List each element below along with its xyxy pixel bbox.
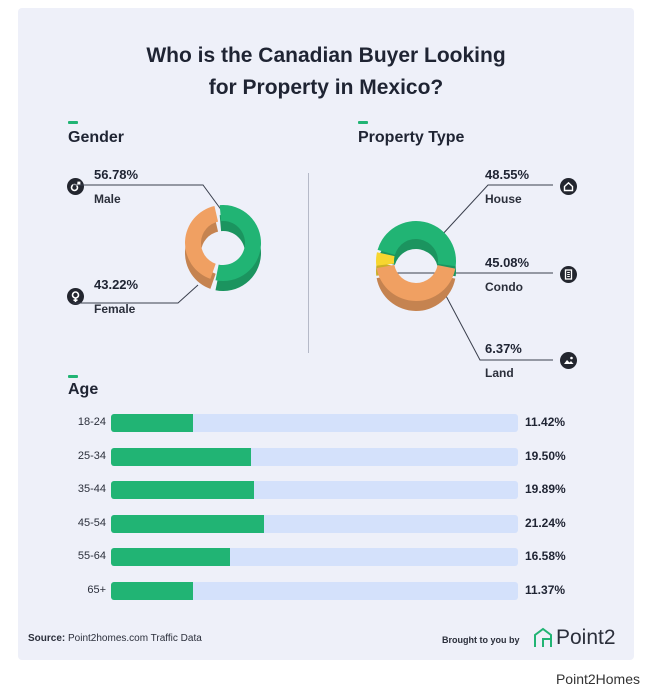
house-percent: 48.55% bbox=[485, 167, 530, 182]
gender-section-title: Gender bbox=[68, 129, 125, 146]
age-category-label: 25-34 bbox=[77, 449, 106, 462]
age-bar bbox=[111, 548, 231, 567]
condo-icon bbox=[560, 266, 577, 283]
house-label: House bbox=[485, 192, 522, 206]
land-leader-line bbox=[444, 293, 553, 361]
age-section-dash bbox=[68, 375, 78, 378]
female-leader-line bbox=[73, 284, 199, 304]
age-bar-track bbox=[111, 548, 518, 567]
property-section-title: Property Type bbox=[358, 129, 465, 146]
age-bar bbox=[111, 447, 252, 466]
source-label: Source: bbox=[28, 633, 66, 644]
condo-slice bbox=[376, 264, 456, 302]
age-bar bbox=[111, 582, 193, 600]
age-bar bbox=[111, 414, 194, 432]
land-icon bbox=[560, 352, 577, 369]
male-leader-line bbox=[73, 184, 226, 216]
age-bar bbox=[111, 481, 255, 500]
age-category-label: 55-64 bbox=[77, 550, 106, 563]
male-label: Male bbox=[94, 192, 121, 206]
condo-label: Condo bbox=[485, 280, 523, 294]
female-label: Female bbox=[94, 302, 136, 316]
property-section-dash bbox=[358, 121, 368, 124]
gender-donut-chart bbox=[73, 184, 262, 304]
age-bar-track bbox=[111, 447, 518, 466]
female-slice bbox=[184, 205, 219, 279]
house-slice bbox=[377, 220, 456, 267]
female-icon bbox=[67, 288, 84, 305]
age-section-title: Age bbox=[68, 381, 99, 398]
age-bar-track bbox=[111, 514, 518, 533]
footer-brand: Point2Homes bbox=[555, 671, 640, 687]
gender-section-dash bbox=[68, 121, 78, 124]
property-donut-chart bbox=[376, 184, 553, 361]
age-bar-track bbox=[111, 582, 518, 600]
land-slice bbox=[376, 252, 395, 266]
title-line-1: Who is the Canadian Buyer Looking bbox=[146, 44, 506, 67]
source-text: Point2homes.com Traffic Data bbox=[68, 633, 202, 644]
source-note: Source: Point2homes.com Traffic Data bbox=[28, 633, 202, 644]
house-icon bbox=[560, 178, 577, 195]
female-percent: 43.22% bbox=[94, 277, 139, 292]
age-bar-value: 19.50% bbox=[525, 448, 566, 463]
male-slice bbox=[215, 205, 261, 281]
house-leader-line bbox=[440, 184, 553, 237]
age-bar-track bbox=[111, 481, 518, 500]
land-label: Land bbox=[485, 366, 514, 380]
infographic-card: Who is the Canadian Buyer Looking for Pr… bbox=[18, 8, 634, 660]
age-bar-value: 16.58% bbox=[525, 549, 566, 564]
age-bar-value: 21.24% bbox=[525, 515, 566, 530]
age-bar-track bbox=[111, 414, 518, 432]
condo-percent: 45.08% bbox=[485, 255, 530, 270]
age-category-label: 45-54 bbox=[77, 516, 106, 529]
section-divider bbox=[308, 173, 309, 353]
age-bar bbox=[111, 514, 264, 533]
point2-logo-icon bbox=[534, 627, 552, 647]
age-bar-value: 19.89% bbox=[525, 482, 566, 497]
page-title: Who is the Canadian Buyer Looking for Pr… bbox=[18, 40, 634, 104]
age-category-label: 35-44 bbox=[77, 483, 106, 496]
age-bar-value: 11.37% bbox=[525, 583, 566, 597]
age-category-label: 18-24 bbox=[77, 416, 106, 428]
age-category-label: 65+ bbox=[87, 584, 106, 596]
brought-to-you-text: Brought to you by bbox=[442, 635, 520, 645]
male-percent: 56.78% bbox=[94, 167, 139, 182]
brand-logo-text: Point2 bbox=[556, 626, 616, 649]
land-percent: 6.37% bbox=[485, 341, 522, 356]
title-line-2: for Property in Mexico? bbox=[208, 76, 444, 99]
age-bar-value: 11.42% bbox=[525, 415, 566, 429]
